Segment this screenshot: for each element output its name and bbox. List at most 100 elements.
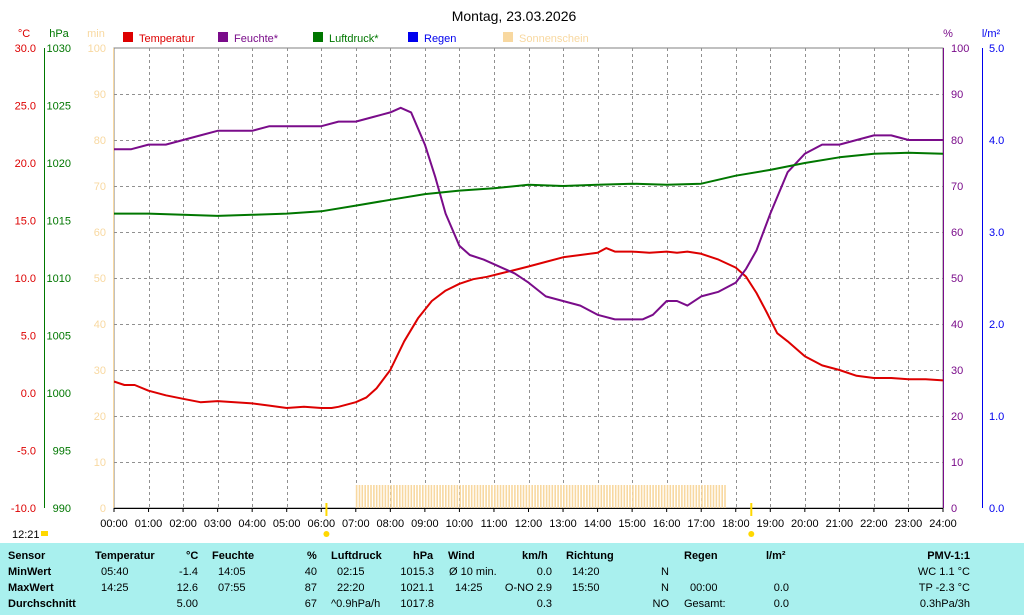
row-min-label: MinWert bbox=[8, 566, 52, 578]
min-press-time: 02:15 bbox=[337, 566, 365, 578]
legend-swatch bbox=[123, 32, 133, 42]
legend-swatch bbox=[503, 32, 513, 42]
row-avg-label: Durchschnitt bbox=[8, 598, 76, 610]
sunshine-bar bbox=[540, 485, 542, 508]
sunshine-bar bbox=[445, 485, 447, 508]
avg-wind: 0.3 bbox=[536, 598, 552, 610]
sunshine-bar bbox=[686, 485, 689, 508]
sunshine-bar bbox=[511, 485, 513, 508]
sunshine-bar bbox=[427, 485, 430, 508]
sunshine-bar bbox=[637, 485, 640, 508]
temp-tick-label: -5.0 bbox=[17, 446, 36, 458]
header-wind-unit: km/h bbox=[522, 550, 548, 562]
sunshine-bar bbox=[407, 485, 410, 508]
avg-hum: 67 bbox=[304, 598, 317, 610]
sunshine-bar bbox=[655, 485, 657, 508]
sunshine-bar bbox=[666, 485, 669, 508]
max-hum-time: 07:55 bbox=[218, 582, 246, 594]
sunshine-bar bbox=[399, 485, 401, 508]
x-tick-label: 02:00 bbox=[169, 518, 197, 530]
sunshine-bar bbox=[643, 485, 646, 508]
sunshine-bar bbox=[517, 485, 519, 508]
sunshine-bar bbox=[459, 485, 461, 508]
sunshine-bar bbox=[519, 485, 522, 508]
sun-tick-label: 20 bbox=[94, 411, 106, 423]
header-humidity: Feuchte bbox=[212, 550, 255, 562]
sunshine-bar bbox=[468, 485, 470, 508]
sunshine-bar bbox=[367, 485, 369, 508]
sunshine-bar bbox=[718, 485, 721, 508]
x-tick-label: 13:00 bbox=[549, 518, 577, 530]
sun-tick-label: 80 bbox=[94, 135, 106, 147]
sunshine-bar bbox=[658, 485, 660, 508]
min-wind: 0.0 bbox=[536, 566, 552, 578]
sunshine-bar bbox=[462, 485, 464, 508]
sunshine-bar bbox=[623, 485, 626, 508]
x-tick-label: 12:00 bbox=[515, 518, 543, 530]
rain-tick-label: 2.0 bbox=[989, 319, 1004, 331]
max-dir: N bbox=[661, 582, 669, 594]
header-temp-unit: °C bbox=[186, 550, 199, 562]
sunshine-bar bbox=[663, 485, 666, 508]
sunshine-bar bbox=[681, 485, 683, 508]
pressure-tick-label: 1025 bbox=[47, 101, 71, 113]
sunshine-bar bbox=[672, 485, 674, 508]
sunshine-bar bbox=[635, 485, 637, 508]
min-press: 1015.3 bbox=[400, 566, 434, 578]
sunshine-bar bbox=[712, 485, 715, 508]
legend-label: Temperatur bbox=[139, 33, 195, 45]
header-wind: Wind bbox=[448, 550, 475, 562]
sunshine-bar bbox=[571, 485, 574, 508]
humidity-tick-label: 30 bbox=[951, 365, 963, 377]
sunshine-bar bbox=[597, 485, 600, 508]
sunshine-bar bbox=[534, 485, 536, 508]
sunshine-bar bbox=[401, 485, 404, 508]
sunshine-bar bbox=[557, 485, 559, 508]
humidity-tick-label: 20 bbox=[951, 411, 963, 423]
min-wind-time: Ø 10 min. bbox=[449, 566, 497, 578]
x-tick-label: 07:00 bbox=[342, 518, 370, 530]
sunshine-bar bbox=[542, 485, 545, 508]
sunshine-bar bbox=[683, 485, 686, 508]
sunshine-bar bbox=[707, 485, 709, 508]
sunshine-bar bbox=[629, 485, 631, 508]
axes: 30.025.020.015.010.05.00.0-5.0-10.010301… bbox=[11, 43, 1004, 537]
temp-tick-label: 30.0 bbox=[15, 43, 36, 55]
header-temp: Temperatur bbox=[95, 550, 155, 562]
rain-unit: l/m² bbox=[982, 28, 1001, 40]
sunshine-bar bbox=[430, 485, 433, 508]
sunshine-bar bbox=[560, 485, 562, 508]
sunshine-bar bbox=[453, 485, 456, 508]
sunshine-bar bbox=[701, 485, 703, 508]
sunshine-bar bbox=[375, 485, 378, 508]
sunshine-bar bbox=[390, 485, 392, 508]
pressure-unit: hPa bbox=[49, 28, 69, 40]
max-temp: 12.6 bbox=[176, 582, 198, 594]
header-sensor: Sensor bbox=[8, 550, 46, 562]
sunshine-bar bbox=[447, 485, 450, 508]
legend: Temperatur Feuchte* Luftdruck* Regen Sonnens… bbox=[123, 32, 589, 45]
sunshine-bar bbox=[574, 485, 577, 508]
temp-tick-label: 20.0 bbox=[15, 158, 36, 170]
x-tick-label: 17:00 bbox=[687, 518, 715, 530]
max-wind-time: 14:25 bbox=[455, 582, 483, 594]
sunshine-bar bbox=[416, 485, 418, 508]
sunshine-bar bbox=[563, 485, 565, 508]
sunshine-bar bbox=[695, 485, 698, 508]
sunshine-bar bbox=[364, 485, 366, 508]
x-tick-label: 22:00 bbox=[860, 518, 888, 530]
pressure-tick-label: 995 bbox=[53, 446, 71, 458]
humidity-tick-label: 50 bbox=[951, 273, 963, 285]
sunshine-bar bbox=[594, 485, 597, 508]
avg-rain: 0.0 bbox=[773, 598, 789, 610]
humidity-tick-label: 70 bbox=[951, 181, 963, 193]
rain-tick-label: 0.0 bbox=[989, 503, 1004, 515]
sunshine-bars bbox=[355, 485, 726, 508]
sunshine-bar bbox=[652, 485, 654, 508]
x-tick-label: 20:00 bbox=[791, 518, 819, 530]
humidity-tick-label: 100 bbox=[951, 43, 969, 55]
sunshine-bar bbox=[580, 485, 582, 508]
sunshine-bar bbox=[583, 485, 585, 508]
sunshine-bar bbox=[433, 485, 436, 508]
row-max-label: MaxWert bbox=[8, 582, 54, 594]
